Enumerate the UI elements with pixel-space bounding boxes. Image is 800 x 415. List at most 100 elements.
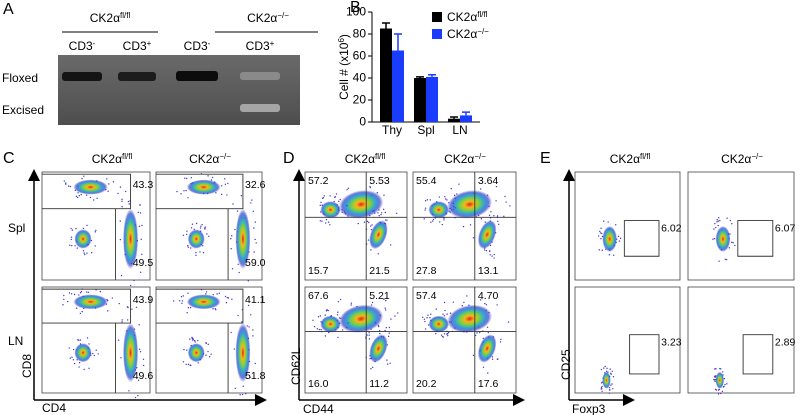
flow-plot <box>574 171 681 281</box>
flow-plot <box>687 286 795 395</box>
event-dot <box>323 195 325 197</box>
superscript: fl/fl <box>122 152 132 161</box>
genotype-header: CK2α−/− <box>444 152 486 167</box>
event-dot <box>496 215 499 217</box>
gel-band <box>176 71 218 81</box>
event-dot <box>488 214 491 217</box>
event-dot <box>128 390 130 392</box>
event-dot <box>86 224 88 227</box>
event-dot <box>388 326 391 329</box>
event-dot <box>497 220 499 223</box>
event-dot <box>443 301 446 304</box>
event-dot <box>119 186 122 188</box>
event-dot <box>421 316 424 319</box>
event-dot <box>88 367 90 369</box>
event-dot <box>372 210 374 212</box>
event-dot <box>452 301 454 303</box>
panel-label: E <box>540 150 551 167</box>
event-dot <box>722 386 725 388</box>
event-dot <box>454 207 457 209</box>
event-dot <box>83 368 85 371</box>
text-part: CK2α <box>247 11 277 25</box>
event-dot <box>385 326 388 329</box>
event-dot <box>120 274 123 277</box>
event-dot <box>138 225 141 228</box>
event-dot <box>232 203 234 205</box>
event-dot <box>119 238 122 241</box>
event-dot <box>181 300 184 302</box>
event-dot <box>252 329 254 331</box>
event-dot <box>608 386 611 389</box>
legend-swatch <box>432 29 442 39</box>
event-dot <box>208 235 210 237</box>
event-dot <box>77 196 79 199</box>
event-dot <box>717 393 720 395</box>
event-dot <box>197 362 199 364</box>
event-dot <box>215 308 217 311</box>
event-dot <box>182 295 185 297</box>
event-dot <box>186 230 188 232</box>
genotype-header: CK2αfl/fl <box>345 152 386 167</box>
event-dot <box>77 339 79 341</box>
event-dot <box>183 348 185 351</box>
quadrant-percent: 55.4 <box>416 175 437 187</box>
error-bar <box>382 22 390 29</box>
event-dot <box>598 249 600 251</box>
event-dot <box>390 244 392 246</box>
event-dot <box>78 362 81 364</box>
y-tick-label: 0 <box>359 115 366 129</box>
event-dot <box>326 309 328 311</box>
lane-label: CD3+ <box>123 39 152 54</box>
event-dot <box>242 385 245 387</box>
band-label: Floxed <box>2 71 38 85</box>
text-part: CK2α <box>447 10 477 24</box>
event-dot <box>489 254 491 256</box>
event-dot <box>483 249 486 251</box>
event-dot <box>201 223 203 226</box>
event-dot <box>486 326 489 329</box>
event-dot <box>329 195 331 197</box>
event-dot <box>714 375 717 377</box>
event-dot <box>141 253 143 256</box>
event-dot <box>225 302 228 304</box>
event-dot <box>184 177 186 179</box>
event-dot <box>325 310 328 312</box>
flow-plot <box>41 171 151 291</box>
event-dot <box>97 353 99 355</box>
event-dot <box>713 228 715 230</box>
density-blob <box>74 343 92 363</box>
event-dot <box>384 307 386 309</box>
event-dot <box>448 202 450 204</box>
event-dot <box>75 307 78 309</box>
bar <box>448 118 460 122</box>
event-dot <box>187 197 189 199</box>
event-dot <box>205 291 208 293</box>
density-blob <box>602 226 618 252</box>
event-dot <box>482 366 485 369</box>
event-dot <box>721 390 724 393</box>
quadrant-percent: 5.21 <box>369 290 390 302</box>
event-dot <box>378 214 380 217</box>
flow-plot <box>412 171 517 281</box>
event-dot <box>507 321 510 323</box>
event-dot <box>234 228 236 231</box>
quadrant-percent: 5.53 <box>369 175 390 187</box>
event-dot <box>82 227 85 230</box>
event-dot <box>450 187 452 190</box>
event-dot <box>117 339 120 341</box>
event-dot <box>67 185 70 187</box>
gel-image <box>58 55 300 125</box>
event-dot <box>250 314 252 316</box>
error-bar <box>450 116 458 119</box>
event-dot <box>186 312 188 314</box>
event-dot <box>65 182 67 184</box>
gate-percent: 6.02 <box>661 222 682 234</box>
event-dot <box>192 337 194 340</box>
event-dot <box>714 379 716 381</box>
gate-percent: 3.23 <box>661 336 682 348</box>
event-dot <box>120 357 122 359</box>
event-dot <box>496 304 498 306</box>
x-axis-label: Foxp3 <box>572 402 606 415</box>
y-tick-label: 100 <box>346 5 366 19</box>
event-dot <box>66 300 69 303</box>
